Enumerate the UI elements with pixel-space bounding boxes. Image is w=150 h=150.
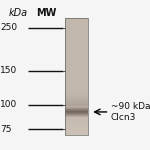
Text: 250: 250 bbox=[0, 23, 17, 32]
Text: Clcn3: Clcn3 bbox=[111, 113, 136, 122]
Text: kDa: kDa bbox=[9, 8, 28, 18]
Text: 75: 75 bbox=[0, 125, 12, 134]
Text: 100: 100 bbox=[0, 100, 17, 109]
Text: MW: MW bbox=[36, 8, 57, 18]
Bar bbox=[65, 18, 88, 135]
Text: ~90 kDa: ~90 kDa bbox=[111, 102, 150, 111]
Text: 150: 150 bbox=[0, 66, 17, 75]
